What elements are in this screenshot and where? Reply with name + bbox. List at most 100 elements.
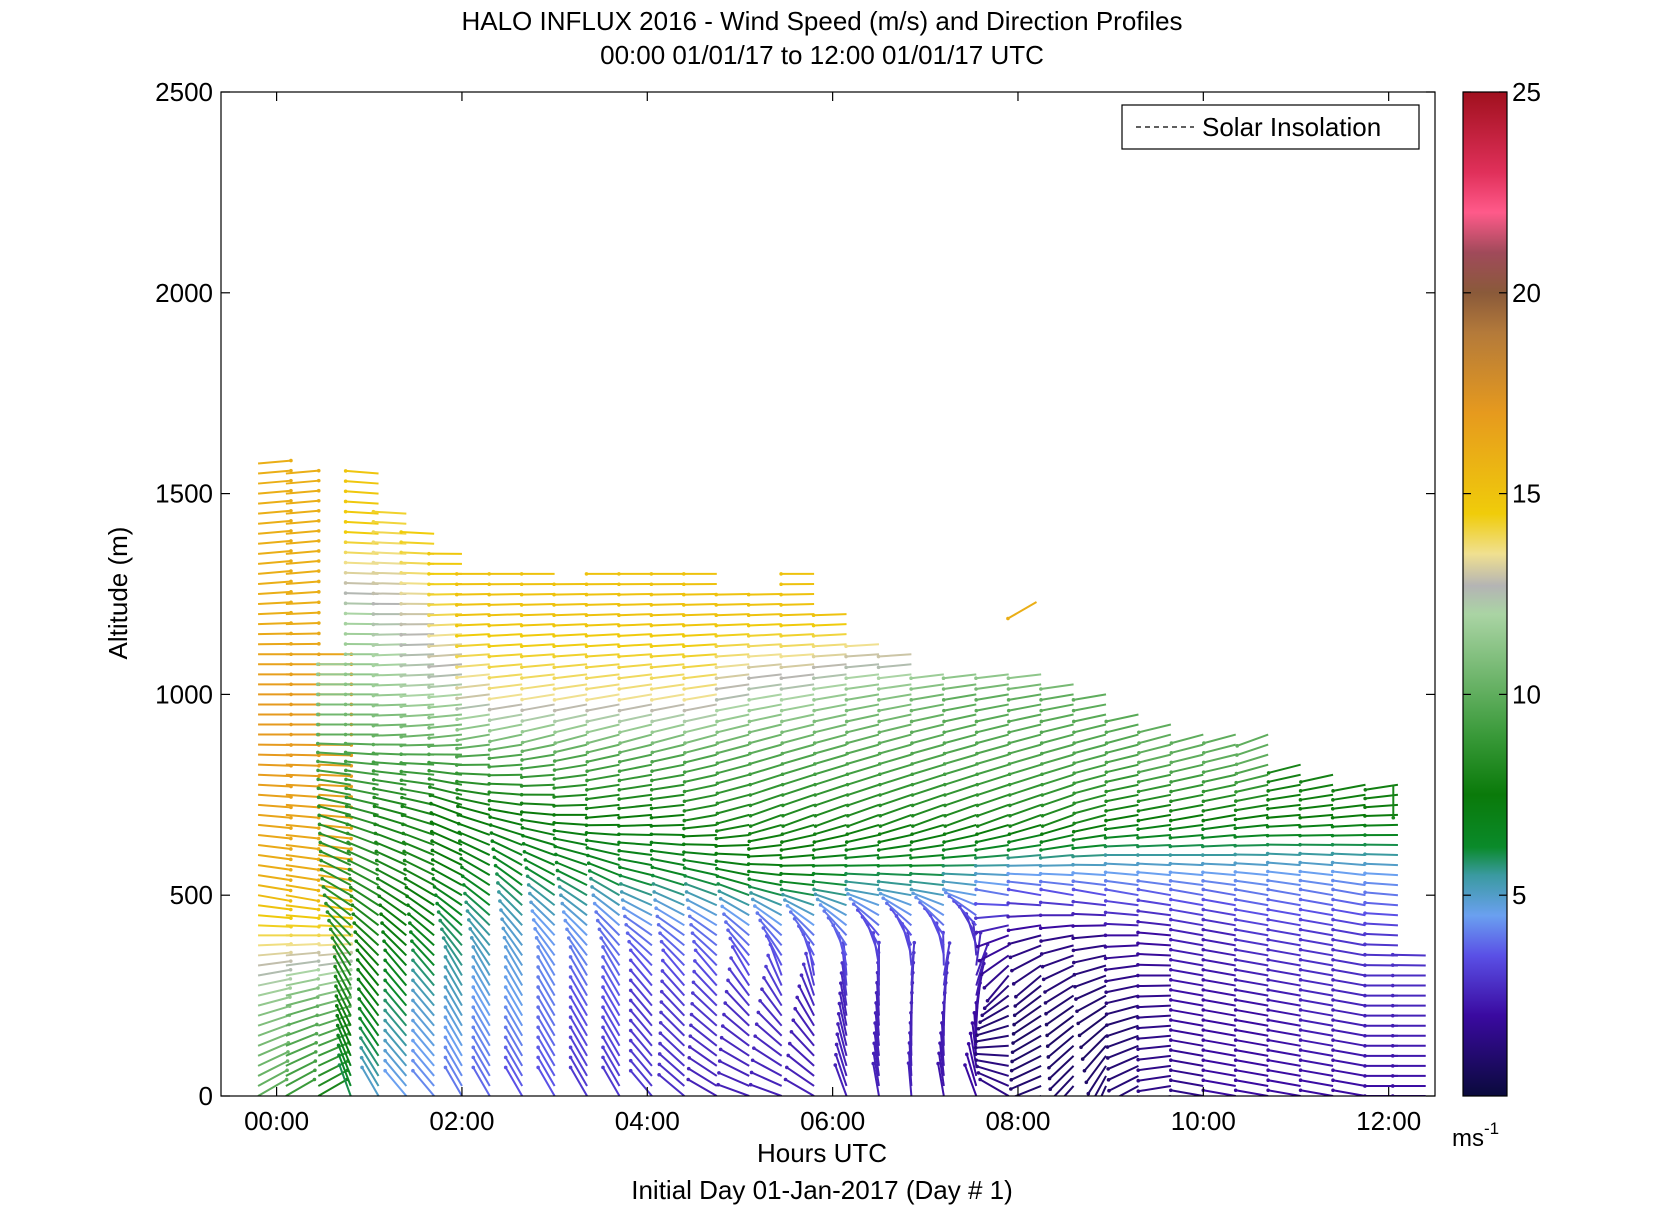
wind-vector — [1203, 1010, 1235, 1016]
wind-vector-head — [780, 709, 784, 713]
wind-vector — [522, 828, 554, 835]
wind-vector-head — [1233, 861, 1237, 865]
wind-vector — [652, 735, 684, 744]
wind-vector-head — [289, 837, 293, 841]
wind-vector-head — [1299, 918, 1303, 922]
wind-vector-head — [536, 985, 540, 989]
wind-vector-head — [601, 975, 605, 979]
wind-vector — [652, 684, 685, 689]
wind-vector — [522, 725, 554, 732]
wind-vector-head — [444, 985, 448, 989]
wind-vector — [318, 970, 350, 976]
wind-vector-head — [1331, 938, 1335, 942]
wind-vector-head — [488, 665, 492, 669]
wind-vector-head — [1266, 834, 1270, 838]
wind-vector — [619, 834, 652, 835]
wind-vector — [880, 765, 912, 775]
wind-vector-head — [1006, 915, 1010, 919]
wind-vector-head — [1234, 938, 1238, 942]
wind-vector-head — [601, 1056, 605, 1060]
wind-vector-head — [504, 965, 508, 969]
wind-vector-head — [747, 687, 751, 691]
wind-vector-head — [757, 1011, 761, 1015]
wind-vector-head — [718, 1059, 722, 1063]
wind-vector-head — [748, 741, 752, 745]
wind-vector — [879, 694, 912, 699]
wind-vector — [1138, 872, 1171, 875]
wind-vector-head — [618, 720, 622, 724]
wind-vector — [815, 735, 847, 744]
wind-vector-head — [552, 613, 556, 617]
wind-vector-head — [289, 816, 293, 820]
wind-vector-head — [1266, 928, 1270, 932]
wind-vector-head — [1266, 789, 1270, 793]
wind-vector-head — [569, 1025, 573, 1029]
wind-vector-head — [683, 809, 687, 813]
wind-vector — [1268, 1000, 1300, 1006]
wind-vector — [1106, 725, 1138, 733]
wind-vector-head — [487, 644, 491, 648]
wind-vector-head — [430, 821, 434, 825]
wind-vector-head — [427, 603, 431, 607]
wind-vector-head — [1331, 908, 1335, 912]
wind-vector-head — [1201, 988, 1205, 992]
wind-vector — [1106, 912, 1139, 915]
wind-vector-head — [344, 642, 348, 646]
wind-vector-head — [553, 777, 557, 781]
wind-vector-head — [1072, 709, 1076, 713]
wind-vector-head — [974, 856, 978, 860]
wind-vector-head — [318, 832, 322, 836]
wind-vector-head — [569, 945, 573, 949]
wind-vector — [1300, 805, 1333, 809]
wind-vector-head — [618, 698, 622, 702]
wind-vector — [1041, 855, 1074, 858]
wind-vector — [1235, 825, 1268, 828]
wind-vector — [1204, 765, 1236, 772]
wind-vector — [1171, 1090, 1203, 1096]
wind-vector — [1106, 805, 1138, 811]
wind-vector — [651, 834, 684, 835]
wind-vector-head — [845, 840, 849, 844]
wind-vector-head — [909, 872, 913, 876]
wind-vector-head — [967, 1042, 971, 1046]
colorbar-tick-label: 5 — [1512, 880, 1526, 910]
wind-vector-head — [427, 769, 431, 773]
wind-vector — [489, 614, 522, 615]
wind-vector — [814, 624, 847, 625]
wind-vector-head — [1072, 761, 1076, 765]
wind-vector — [1171, 889, 1203, 895]
wind-vector-head — [942, 880, 946, 884]
wind-vector-head — [1363, 852, 1367, 856]
wind-vector-head — [975, 1065, 979, 1069]
wind-vector-head — [430, 839, 434, 843]
wind-vector — [1170, 872, 1203, 875]
wind-vector — [1139, 725, 1171, 733]
wind-vector — [749, 654, 782, 656]
wind-vector — [1171, 825, 1204, 829]
wind-vector — [1365, 854, 1398, 855]
wind-vector — [717, 785, 749, 794]
wind-vector — [1042, 765, 1074, 775]
wind-vector-head — [521, 730, 525, 734]
wind-vector-head — [1331, 825, 1335, 829]
wind-vector — [717, 869, 749, 875]
wind-vector — [522, 654, 555, 656]
wind-vector — [1203, 970, 1235, 976]
wind-vector-head — [372, 551, 376, 555]
wind-vector — [757, 1024, 782, 1046]
wind-vector — [522, 634, 555, 636]
wind-vector-head — [714, 644, 718, 648]
wind-vector-head — [350, 895, 354, 899]
wind-vector-head — [399, 561, 403, 565]
wind-vector-head — [520, 655, 524, 659]
wind-vector-head — [1363, 963, 1367, 967]
wind-vector — [815, 775, 846, 785]
wind-vector — [258, 1015, 289, 1025]
wind-vector-head — [1202, 770, 1206, 774]
wind-vector-head — [1007, 730, 1011, 734]
wind-vector-head — [372, 760, 376, 764]
wind-vector-head — [411, 1039, 415, 1043]
wind-vector — [318, 905, 351, 909]
wind-vector-head — [834, 1053, 838, 1057]
